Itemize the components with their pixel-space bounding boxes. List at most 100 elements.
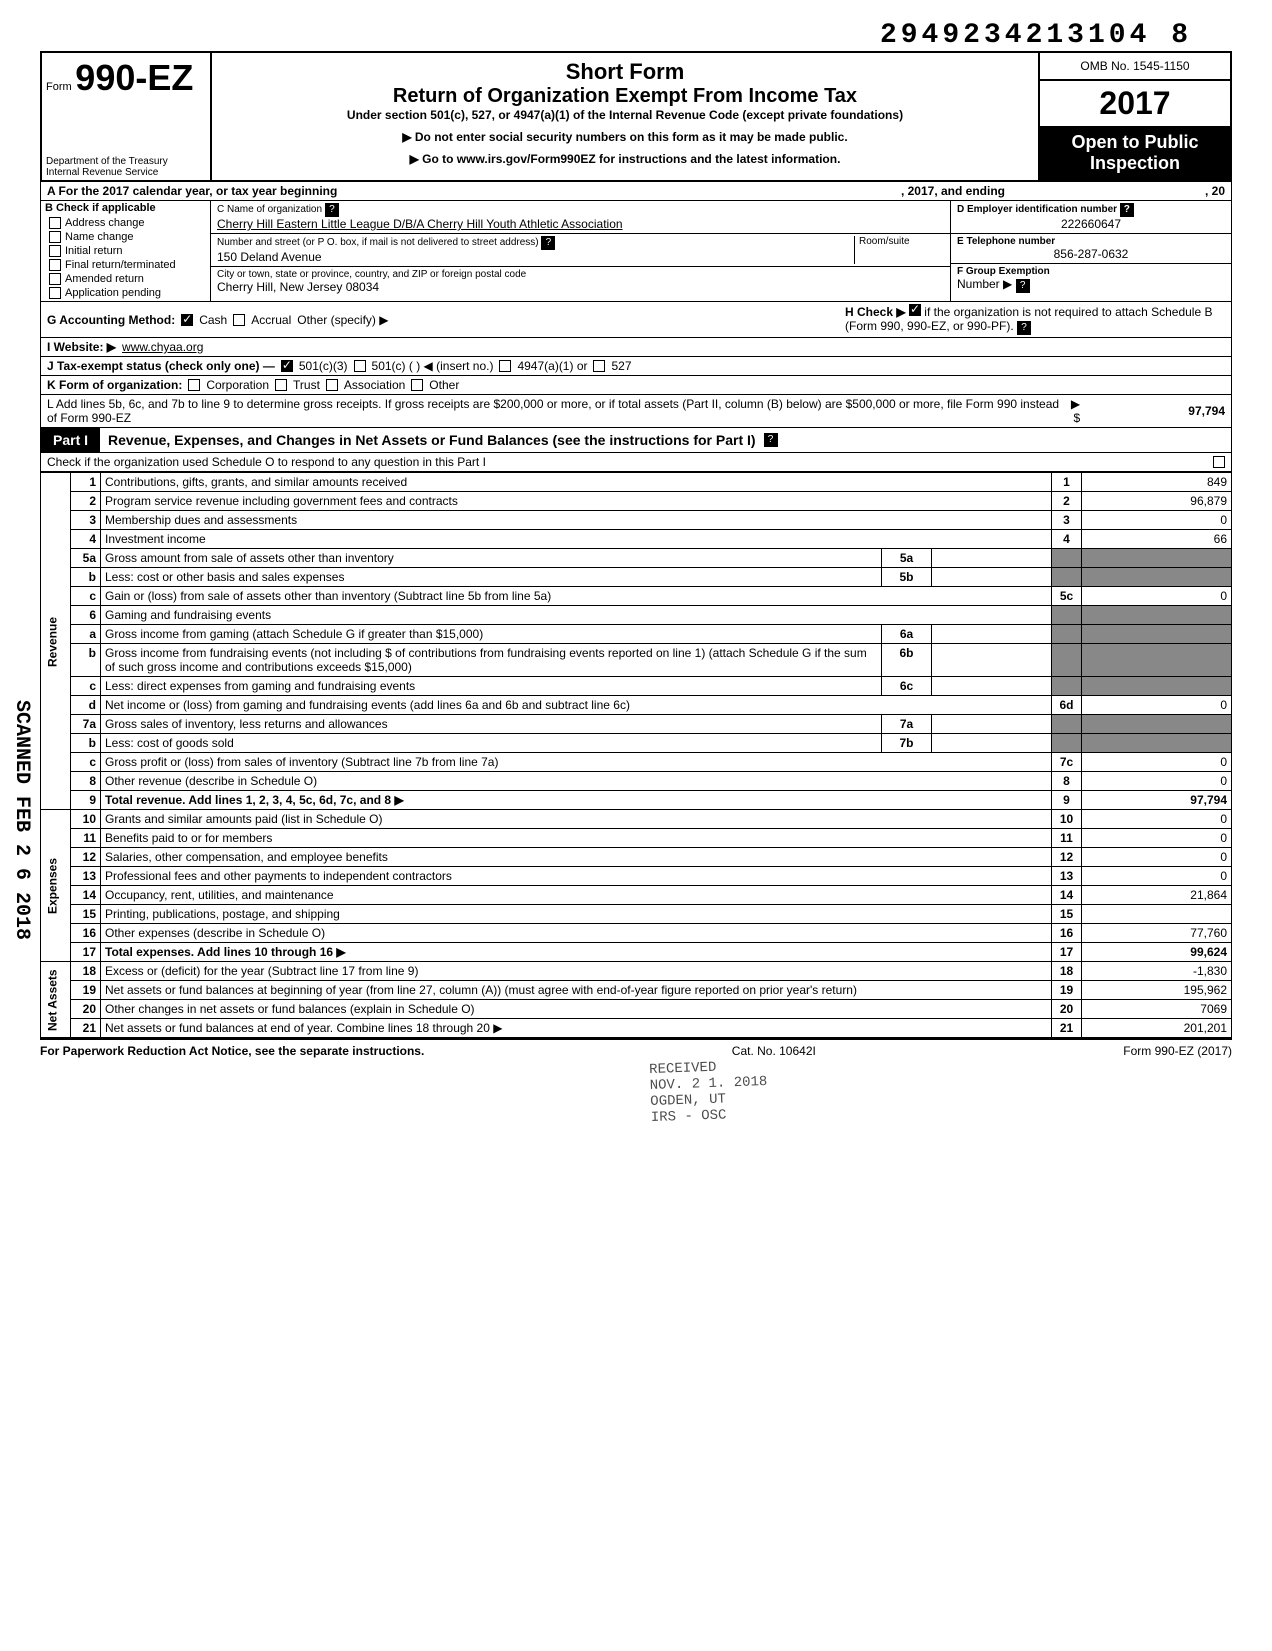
line-ref-number: 14 xyxy=(1052,886,1082,905)
footer: For Paperwork Reduction Act Notice, see … xyxy=(40,1038,1232,1062)
website-notice: ▶ Go to www.irs.gov/Form990EZ for instru… xyxy=(218,152,1032,166)
shaded-cell xyxy=(1082,715,1232,734)
other-label: Other xyxy=(429,378,459,392)
part1-check-row: Check if the organization used Schedule … xyxy=(40,453,1232,472)
line-number: 9 xyxy=(71,791,101,810)
table-row: 20Other changes in net assets or fund ba… xyxy=(41,1000,1232,1019)
table-row: 17Total expenses. Add lines 10 through 1… xyxy=(41,943,1232,962)
schedule-b-checkbox[interactable] xyxy=(909,304,921,316)
other-checkbox[interactable] xyxy=(411,379,423,391)
schedule-o-checkbox[interactable] xyxy=(1213,456,1225,468)
checkbox[interactable] xyxy=(49,287,61,299)
section-c: C Name of organization ? Cherry Hill Eas… xyxy=(211,201,951,301)
short-form-label: Short Form xyxy=(218,59,1032,85)
line-a-end: , 20 xyxy=(1205,184,1225,198)
checkbox-label: Amended return xyxy=(65,273,144,285)
table-row: 21Net assets or fund balances at end of … xyxy=(41,1019,1232,1038)
checkbox[interactable] xyxy=(49,245,61,257)
line-l-row: L Add lines 5b, 6c, and 7b to line 9 to … xyxy=(40,395,1232,428)
help-icon[interactable]: ? xyxy=(1016,279,1030,293)
addr-label: Number and street (or P O. box, if mail … xyxy=(217,236,854,250)
line-desc: Total expenses. Add lines 10 through 16 … xyxy=(101,943,1052,962)
shaded-cell xyxy=(1052,625,1082,644)
section-b-header: B Check if applicable xyxy=(41,201,210,215)
checkbox[interactable] xyxy=(49,217,61,229)
line-desc: Contributions, gifts, grants, and simila… xyxy=(101,473,1052,492)
checkbox[interactable] xyxy=(49,273,61,285)
sub-line-value xyxy=(932,549,1052,568)
help-icon[interactable]: ? xyxy=(541,236,555,250)
checkbox-item: Amended return xyxy=(45,272,206,286)
line-ref-number: 13 xyxy=(1052,867,1082,886)
table-row: Revenue1Contributions, gifts, grants, an… xyxy=(41,473,1232,492)
trust-checkbox[interactable] xyxy=(275,379,287,391)
line-desc: Grants and similar amounts paid (list in… xyxy=(101,810,1052,829)
section-side-label: Revenue xyxy=(41,473,71,810)
cash-checkbox[interactable] xyxy=(181,314,193,326)
line-desc: Gross profit or (loss) from sales of inv… xyxy=(101,753,1052,772)
4947-checkbox[interactable] xyxy=(499,360,511,372)
line-ref-number: 2 xyxy=(1052,492,1082,511)
phone-label: E Telephone number xyxy=(957,236,1225,247)
line-value: 21,864 xyxy=(1082,886,1232,905)
shaded-cell xyxy=(1082,644,1232,677)
line-ref-number: 8 xyxy=(1052,772,1082,791)
org-name: Cherry Hill Eastern Little League D/B/A … xyxy=(217,217,944,231)
line-ref-number: 9 xyxy=(1052,791,1082,810)
527-checkbox[interactable] xyxy=(593,360,605,372)
shaded-cell xyxy=(1082,549,1232,568)
other-specify: Other (specify) ▶ xyxy=(297,313,388,327)
line-ref-number: 21 xyxy=(1052,1019,1082,1038)
line-number: 8 xyxy=(71,772,101,791)
line-number: 15 xyxy=(71,905,101,924)
form-ref: Form 990-EZ (2017) xyxy=(1123,1044,1232,1058)
city-label: City or town, state or province, country… xyxy=(217,269,944,280)
table-row: cGain or (loss) from sale of assets othe… xyxy=(41,587,1232,606)
line-value: 0 xyxy=(1082,772,1232,791)
line-value: 0 xyxy=(1082,867,1232,886)
line-value: -1,830 xyxy=(1082,962,1232,981)
line-l-value: 97,794 xyxy=(1086,404,1225,418)
help-icon[interactable]: ? xyxy=(1120,203,1134,217)
line-ref-number: 4 xyxy=(1052,530,1082,549)
line-number: c xyxy=(71,753,101,772)
help-icon[interactable]: ? xyxy=(764,433,778,447)
501c3-label: 501(c)(3) xyxy=(299,359,348,373)
line-desc: Occupancy, rent, utilities, and maintena… xyxy=(101,886,1052,905)
checkbox-item: Name change xyxy=(45,230,206,244)
shaded-cell xyxy=(1052,644,1082,677)
shaded-cell xyxy=(1082,734,1232,753)
line-h-label: H Check ▶ xyxy=(845,305,906,319)
table-row: 11Benefits paid to or for members110 xyxy=(41,829,1232,848)
form-prefix: Form xyxy=(46,81,72,93)
accrual-checkbox[interactable] xyxy=(233,314,245,326)
line-ref-number: 6d xyxy=(1052,696,1082,715)
line-desc: Professional fees and other payments to … xyxy=(101,867,1052,886)
checkbox[interactable] xyxy=(49,231,61,243)
line-ref-number: 16 xyxy=(1052,924,1082,943)
assoc-checkbox[interactable] xyxy=(326,379,338,391)
line-number: 17 xyxy=(71,943,101,962)
line-desc: Salaries, other compensation, and employ… xyxy=(101,848,1052,867)
501c3-checkbox[interactable] xyxy=(281,360,293,372)
line-a: A For the 2017 calendar year, or tax yea… xyxy=(40,182,1232,201)
corp-checkbox[interactable] xyxy=(188,379,200,391)
help-icon[interactable]: ? xyxy=(325,203,339,217)
line-number: b xyxy=(71,644,101,677)
shaded-cell xyxy=(1082,677,1232,696)
line-desc: Gain or (loss) from sale of assets other… xyxy=(101,587,1052,606)
501c-checkbox[interactable] xyxy=(354,360,366,372)
line-ref-number: 11 xyxy=(1052,829,1082,848)
org-city: Cherry Hill, New Jersey 08034 xyxy=(217,280,944,294)
checkbox[interactable] xyxy=(49,259,61,271)
table-row: 16Other expenses (describe in Schedule O… xyxy=(41,924,1232,943)
line-i-label: I Website: ▶ xyxy=(47,340,116,354)
part1-label: Part I xyxy=(41,428,100,452)
document-id: 2949234213104 8 xyxy=(40,20,1232,51)
help-icon[interactable]: ? xyxy=(1017,321,1031,335)
line-desc: Other changes in net assets or fund bala… xyxy=(101,1000,1052,1019)
accrual-label: Accrual xyxy=(251,313,291,327)
line-desc: Excess or (deficit) for the year (Subtra… xyxy=(101,962,1052,981)
line-number: 18 xyxy=(71,962,101,981)
sub-line-number: 7a xyxy=(882,715,932,734)
